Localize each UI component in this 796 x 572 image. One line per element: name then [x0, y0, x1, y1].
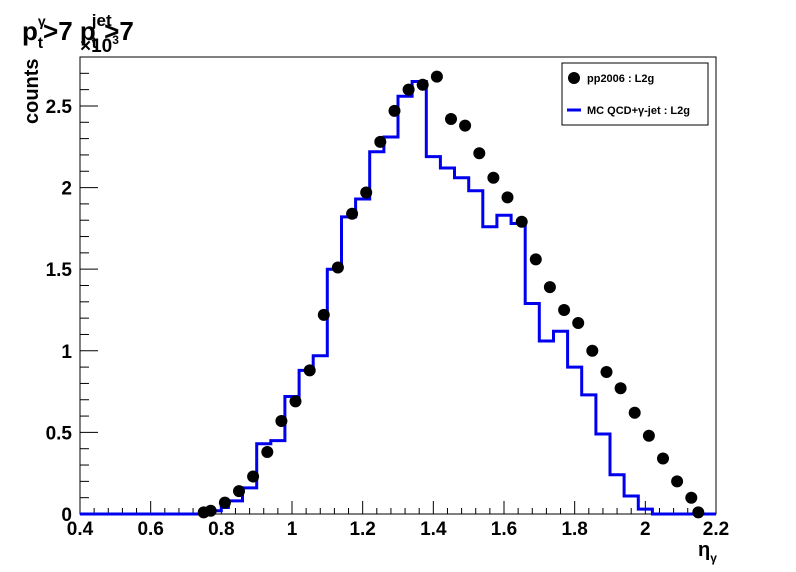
- x-axis-ticks: 0.4 0.6 0.8 1 1.2 1.4 1.6 1.8 2 2.2: [67, 501, 729, 540]
- y-tick-label: 1.5: [46, 260, 73, 281]
- title-sup2: jet: [91, 11, 112, 30]
- data-point: [402, 83, 415, 96]
- y-tick-label: 0: [61, 505, 72, 526]
- data-point: [346, 207, 359, 220]
- data-point: [416, 78, 429, 91]
- data-point: [685, 491, 698, 504]
- data-point: [247, 470, 260, 483]
- data-point: [642, 429, 655, 442]
- data-point: [558, 304, 571, 316]
- title-p1: p: [22, 16, 38, 46]
- data-point: [275, 415, 288, 427]
- data-point: [204, 504, 217, 517]
- chart-title: pγ t>7 pjet t >7: [22, 11, 134, 52]
- y-axis-label: counts: [21, 58, 43, 124]
- legend-label-data: pp2006 : L2g: [587, 73, 654, 85]
- y-exponent-label: ×103: [80, 33, 119, 57]
- data-point: [261, 446, 274, 458]
- title-p2: >7 p: [43, 16, 96, 46]
- data-point: [459, 119, 472, 132]
- data-point: [628, 406, 641, 419]
- legend-box: [561, 62, 709, 126]
- title-p3: >7: [97, 16, 134, 46]
- data-point: [614, 382, 627, 395]
- legend-marker-data: [568, 72, 580, 84]
- data-point: [374, 135, 387, 148]
- title-sub2: t: [92, 35, 98, 52]
- title-sub1: t: [38, 35, 44, 52]
- x-tick-label: 2.2: [703, 519, 729, 540]
- y-tick-label: 2.5: [46, 97, 73, 118]
- data-point: [572, 317, 585, 329]
- x-tick-label: 0.8: [208, 519, 234, 540]
- legend-label-mc: MC QCD+γ-jet : L2g: [587, 105, 690, 117]
- data-point: [543, 281, 556, 294]
- y-tick-label: 0.5: [46, 423, 73, 444]
- x-tick-label: 0.6: [137, 519, 163, 540]
- data-point: [289, 395, 302, 408]
- y-tick-label: 2: [61, 179, 72, 200]
- data-point: [529, 253, 542, 266]
- data-point: [388, 104, 401, 117]
- data-point: [331, 261, 344, 274]
- x-tick-label: 1.4: [420, 519, 447, 540]
- data-point: [430, 70, 443, 83]
- x-tick-label: 1.2: [349, 519, 375, 540]
- x-tick-label: 1.6: [491, 519, 517, 540]
- data-point: [445, 113, 457, 125]
- x-axis-label-sub: γ: [710, 551, 717, 565]
- data-point: [233, 485, 245, 498]
- y-exponent-value: 3: [112, 33, 119, 47]
- y-axis-ticks: 0 0.5 1 1.5 2 2.5: [46, 72, 98, 526]
- data-point: [317, 308, 330, 321]
- data-point: [657, 452, 669, 465]
- data-point: [586, 344, 599, 357]
- x-tick-label: 1.8: [561, 519, 587, 540]
- data-point: [360, 186, 373, 199]
- data-point: [692, 506, 705, 519]
- data-point: [487, 171, 500, 184]
- data-points: [197, 70, 705, 519]
- data-point: [671, 475, 684, 488]
- data-point: [218, 496, 231, 509]
- data-point: [473, 147, 486, 160]
- x-tick-label: 1: [287, 519, 298, 540]
- x-tick-label: 2: [640, 519, 651, 540]
- x-tick-label: 0.4: [67, 519, 94, 540]
- title-sup1: γ: [38, 13, 46, 29]
- data-point: [600, 366, 613, 378]
- data-point: [303, 364, 316, 377]
- legend: pp2006 : L2g MC QCD+γ-jet : L2g: [561, 62, 709, 126]
- x-axis-label: ηγ: [698, 539, 717, 565]
- data-point: [501, 191, 514, 204]
- y-tick-label: 1: [61, 342, 72, 363]
- data-point: [515, 215, 528, 228]
